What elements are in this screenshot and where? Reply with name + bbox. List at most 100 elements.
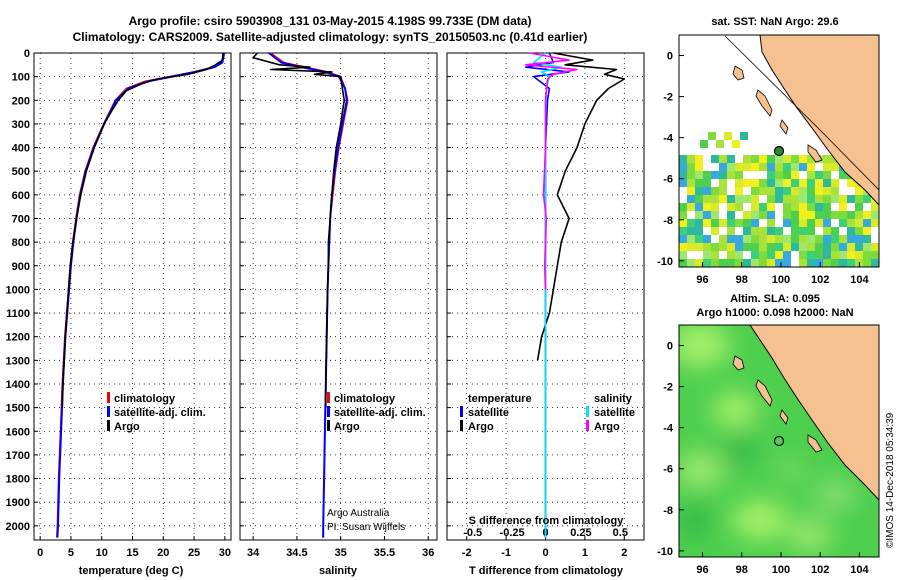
sst-cell xyxy=(767,227,775,235)
sla-map-frame xyxy=(678,324,880,558)
map-lon-label: 96 xyxy=(696,564,708,576)
sst-map-island xyxy=(779,119,789,135)
sst-map-land-sumatra xyxy=(759,35,879,206)
x-tick-label: -2 xyxy=(462,547,472,559)
sst-cell xyxy=(855,227,863,235)
sst-cell xyxy=(791,219,799,227)
legend-swatch-s-satellite xyxy=(586,406,589,417)
x-tick-label: 35.5 xyxy=(374,547,395,559)
x-tick-label: 5 xyxy=(68,547,74,559)
sst-cell xyxy=(807,251,815,259)
sst-map-island xyxy=(755,89,773,117)
sst-cell xyxy=(724,132,732,140)
sst-cell xyxy=(767,203,775,211)
sst-cell xyxy=(735,243,743,251)
sst-cell xyxy=(695,171,703,179)
sst-cell xyxy=(831,251,839,259)
sst-cell xyxy=(711,243,719,251)
sst-cell xyxy=(703,219,711,227)
sst-cell xyxy=(831,163,839,171)
sst-cell xyxy=(823,187,831,195)
sst-cell xyxy=(708,132,716,140)
sst-map-frame xyxy=(678,34,880,268)
sst-cell xyxy=(735,195,743,203)
sst-cell xyxy=(759,251,767,259)
y-tick-label: 300 xyxy=(12,119,30,131)
sst-cell xyxy=(703,187,711,195)
sst-cell xyxy=(719,171,727,179)
top-x-tick-label: -0.25 xyxy=(500,527,525,539)
sst-cell xyxy=(767,155,775,163)
map-lat-label: 0 xyxy=(667,51,673,63)
y-tick-label: 200 xyxy=(12,95,30,107)
sst-cell xyxy=(743,163,751,171)
sst-cell xyxy=(815,251,823,259)
sst-cell xyxy=(799,195,807,203)
legend-swatch-satellite xyxy=(327,406,330,417)
sst-cell xyxy=(775,243,783,251)
sst-cell xyxy=(727,163,735,171)
sst-cell xyxy=(751,195,759,203)
sst-cell xyxy=(791,235,799,243)
sst-cell xyxy=(879,259,887,267)
sst-cell xyxy=(799,163,807,171)
sst-cell xyxy=(775,155,783,163)
sst-cell xyxy=(695,211,703,219)
sst-cell xyxy=(727,259,735,267)
y-tick-label: 2000 xyxy=(6,521,30,533)
sst-cell xyxy=(759,259,767,267)
sst-cell xyxy=(855,243,863,251)
sst-cell xyxy=(791,227,799,235)
sst-cell xyxy=(863,227,871,235)
sst-cell xyxy=(759,203,767,211)
sst-cell xyxy=(847,259,855,267)
sst-cell xyxy=(823,203,831,211)
sst-cell xyxy=(879,203,887,211)
map-lat-label: -8 xyxy=(663,505,673,517)
sst-cell xyxy=(703,251,711,259)
sst-cell xyxy=(695,195,703,203)
sst-cell xyxy=(847,235,855,243)
sst-cell xyxy=(719,155,727,163)
sst-cell xyxy=(815,187,823,195)
sst-cell xyxy=(679,219,687,227)
sst-cell xyxy=(743,259,751,267)
x-tick-label: 36 xyxy=(422,547,434,559)
sst-cell xyxy=(679,171,687,179)
legend-swatch-climatology xyxy=(107,392,110,403)
map-lon-label: 100 xyxy=(772,274,790,286)
sst-cell xyxy=(679,211,687,219)
sst-cell xyxy=(679,235,687,243)
sst-cell xyxy=(863,219,871,227)
sla-map-land-sumatra xyxy=(749,325,879,501)
sst-cell xyxy=(823,163,831,171)
sst-cell xyxy=(743,235,751,243)
sst-cell xyxy=(751,187,759,195)
x-axis-label-salinity: salinity xyxy=(319,565,358,577)
sst-cell xyxy=(775,251,783,259)
sst-cell xyxy=(823,251,831,259)
legend-label-argo: Argo xyxy=(114,421,140,433)
sst-cell xyxy=(807,195,815,203)
temperature-legend: climatology satellite-adj. clim. Argo xyxy=(107,392,206,433)
sst-cell xyxy=(711,219,719,227)
sst-cell xyxy=(815,211,823,219)
sst-cell xyxy=(751,155,759,163)
map-lat-label: -10 xyxy=(657,546,673,558)
sst-cell xyxy=(751,251,759,259)
sst-cell xyxy=(871,243,879,251)
sst-cell xyxy=(767,195,775,203)
x-tick-label: 34 xyxy=(247,547,260,559)
sst-cell xyxy=(679,243,687,251)
sst-cell xyxy=(879,195,887,203)
legend-swatch-t-satellite xyxy=(460,406,463,417)
sst-cell xyxy=(831,179,839,187)
sst-cell xyxy=(751,259,759,267)
sst-cell xyxy=(831,259,839,267)
sst-cell xyxy=(815,171,823,179)
sst-cell xyxy=(807,243,815,251)
map-lat-label: -10 xyxy=(657,256,673,268)
sst-cell xyxy=(735,163,743,171)
sst-cell xyxy=(823,235,831,243)
